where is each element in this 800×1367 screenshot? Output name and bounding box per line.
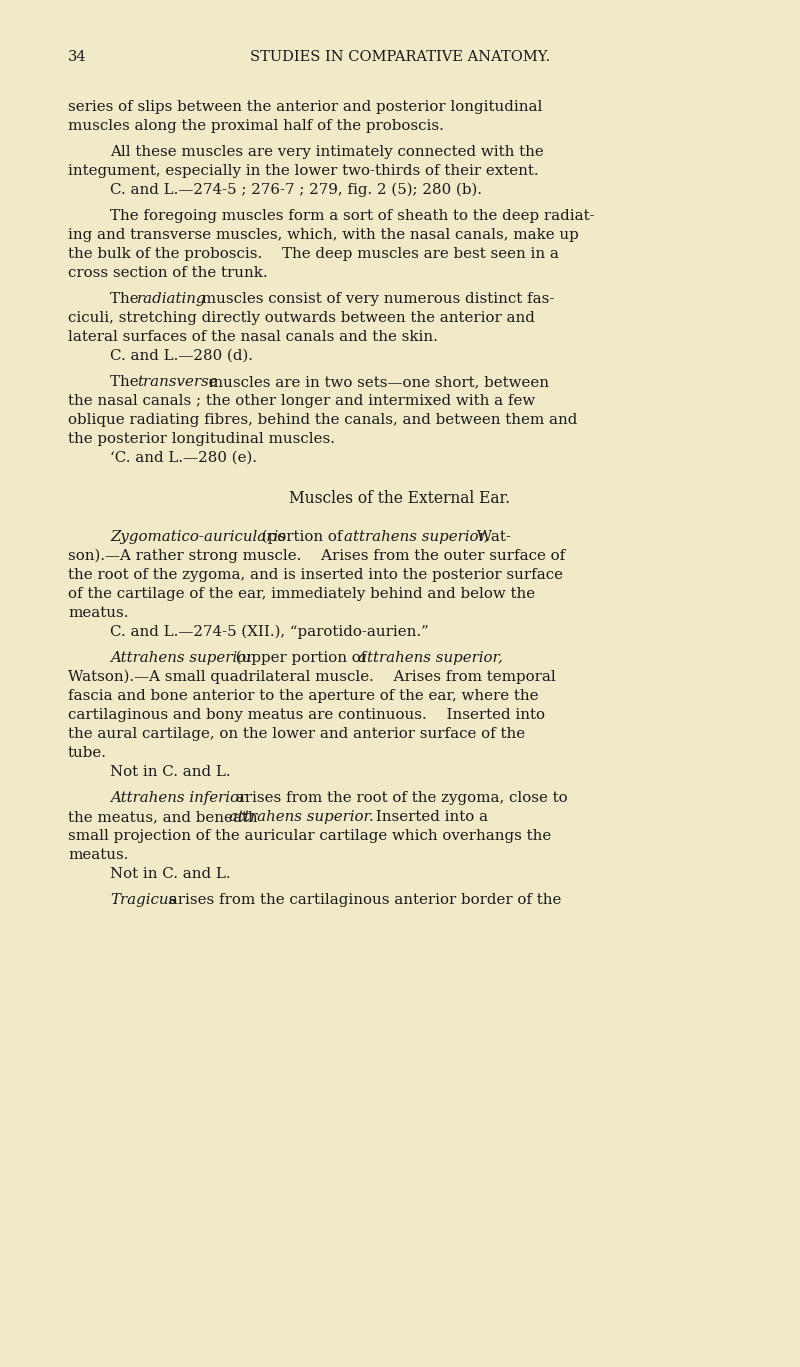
- Text: The foregoing muscles form a sort of sheath to the deep radiat-: The foregoing muscles form a sort of she…: [110, 209, 594, 223]
- Text: Tragicus: Tragicus: [110, 893, 176, 906]
- Text: (upper portion of: (upper portion of: [230, 651, 370, 666]
- Text: oblique radiating fibres, behind the canals, and between them and: oblique radiating fibres, behind the can…: [68, 413, 578, 427]
- Text: the root of the zygoma, and is inserted into the posterior surface: the root of the zygoma, and is inserted …: [68, 569, 563, 582]
- Text: ‘C. and L.—280 (e).: ‘C. and L.—280 (e).: [110, 451, 257, 465]
- Text: attrahens superior,: attrahens superior,: [358, 651, 502, 664]
- Text: C. and L.—280 (d).: C. and L.—280 (d).: [110, 349, 253, 364]
- Text: of the cartilage of the ear, immediately behind and below the: of the cartilage of the ear, immediately…: [68, 586, 535, 601]
- Text: arises from the root of the zygoma, close to: arises from the root of the zygoma, clos…: [230, 791, 567, 805]
- Text: the aural cartilage, on the lower and anterior surface of the: the aural cartilage, on the lower and an…: [68, 727, 525, 741]
- Text: meatus.: meatus.: [68, 848, 129, 863]
- Text: meatus.: meatus.: [68, 606, 129, 621]
- Text: son).—A rather strong muscle.  Arises from the outer surface of: son).—A rather strong muscle. Arises fro…: [68, 550, 566, 563]
- Text: cartilaginous and bony meatus are continuous.  Inserted into: cartilaginous and bony meatus are contin…: [68, 708, 545, 722]
- Text: lateral surfaces of the nasal canals and the skin.: lateral surfaces of the nasal canals and…: [68, 329, 438, 344]
- Text: the nasal canals ; the other longer and intermixed with a few: the nasal canals ; the other longer and …: [68, 394, 535, 407]
- Text: ing and transverse muscles, which, with the nasal canals, make up: ing and transverse muscles, which, with …: [68, 228, 578, 242]
- Text: integument, especially in the lower two-thirds of their extent.: integument, especially in the lower two-…: [68, 164, 538, 178]
- Text: All these muscles are very intimately connected with the: All these muscles are very intimately co…: [110, 145, 544, 159]
- Text: cross section of the trunk.: cross section of the trunk.: [68, 267, 268, 280]
- Text: tube.: tube.: [68, 746, 107, 760]
- Text: STUDIES IN COMPARATIVE ANATOMY.: STUDIES IN COMPARATIVE ANATOMY.: [250, 51, 550, 64]
- Text: series of slips between the anterior and posterior longitudinal: series of slips between the anterior and…: [68, 100, 542, 113]
- Text: arises from the cartilaginous anterior border of the: arises from the cartilaginous anterior b…: [163, 893, 561, 906]
- Text: Watson).—A small quadrilateral muscle.  Arises from temporal: Watson).—A small quadrilateral muscle. A…: [68, 670, 556, 685]
- Text: C. and L.—274-5 (XII.), “parotido-aurien.”: C. and L.—274-5 (XII.), “parotido-aurien…: [110, 625, 429, 640]
- Text: muscles consist of very numerous distinct fas-: muscles consist of very numerous distinc…: [197, 293, 554, 306]
- Text: Not in C. and L.: Not in C. and L.: [110, 766, 230, 779]
- Text: Zygomatico-auricularis: Zygomatico-auricularis: [110, 530, 286, 544]
- Text: (portion of: (portion of: [258, 530, 347, 544]
- Text: Inserted into a: Inserted into a: [356, 811, 488, 824]
- Text: muscles are in two sets—one short, between: muscles are in two sets—one short, betwe…: [204, 375, 549, 390]
- Text: attrahens superior.: attrahens superior.: [229, 811, 374, 824]
- Text: fascia and bone anterior to the aperture of the ear, where the: fascia and bone anterior to the aperture…: [68, 689, 538, 703]
- Text: transverse: transverse: [137, 375, 218, 390]
- Text: Muscles of the External Ear.: Muscles of the External Ear.: [290, 489, 510, 507]
- Text: muscles along the proximal half of the proboscis.: muscles along the proximal half of the p…: [68, 119, 444, 133]
- Text: Not in C. and L.: Not in C. and L.: [110, 867, 230, 880]
- Text: The: The: [110, 375, 143, 390]
- Text: small projection of the auricular cartilage which overhangs the: small projection of the auricular cartil…: [68, 828, 551, 843]
- Text: Wat-: Wat-: [471, 530, 510, 544]
- Text: Attrahens superior: Attrahens superior: [110, 651, 254, 664]
- Text: the posterior longitudinal muscles.: the posterior longitudinal muscles.: [68, 432, 335, 446]
- Text: 34: 34: [68, 51, 86, 64]
- Text: ciculi, stretching directly outwards between the anterior and: ciculi, stretching directly outwards bet…: [68, 312, 535, 325]
- Text: The: The: [110, 293, 143, 306]
- Text: attrahens superior,: attrahens superior,: [344, 530, 489, 544]
- Text: Attrahens inferior: Attrahens inferior: [110, 791, 246, 805]
- Text: C. and L.—274-5 ; 276-7 ; 279, fig. 2 (5); 280 (b).: C. and L.—274-5 ; 276-7 ; 279, fig. 2 (5…: [110, 183, 482, 197]
- Text: the bulk of the proboscis.  The deep muscles are best seen in a: the bulk of the proboscis. The deep musc…: [68, 247, 559, 261]
- Text: radiating: radiating: [137, 293, 206, 306]
- Text: the meatus, and beneath: the meatus, and beneath: [68, 811, 262, 824]
